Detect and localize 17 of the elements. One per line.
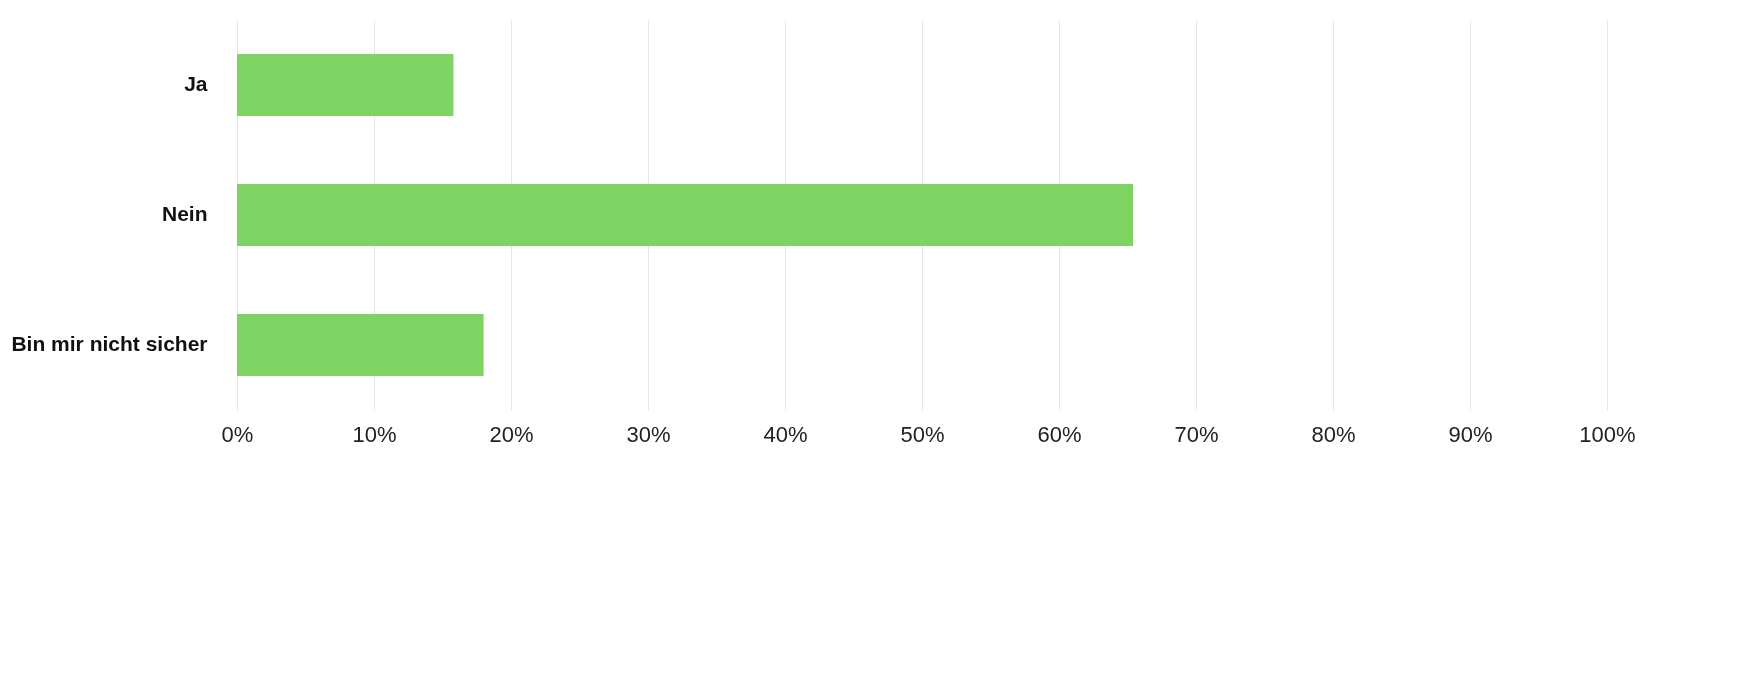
- x-tick-label: 90%: [1448, 421, 1493, 447]
- bar: [237, 54, 454, 116]
- bar: [237, 314, 484, 376]
- x-tick-label: 0%: [221, 421, 254, 447]
- x-tick-label: 70%: [1174, 421, 1219, 447]
- x-tick-label: 100%: [1579, 421, 1636, 447]
- bar: [237, 184, 1133, 246]
- x-tick-label: 80%: [1311, 421, 1356, 447]
- x-tick-label: 40%: [763, 421, 808, 447]
- y-tick-label: Nein: [161, 202, 208, 225]
- y-tick-label: Bin mir nicht sicher: [11, 332, 208, 355]
- x-tick-label: 10%: [352, 421, 397, 447]
- x-tick-label: 30%: [626, 421, 671, 447]
- x-tick-label: 50%: [900, 421, 945, 447]
- x-tick-label: 60%: [1037, 421, 1082, 447]
- x-tick-label: 20%: [489, 421, 534, 447]
- y-tick-label: Ja: [184, 72, 208, 95]
